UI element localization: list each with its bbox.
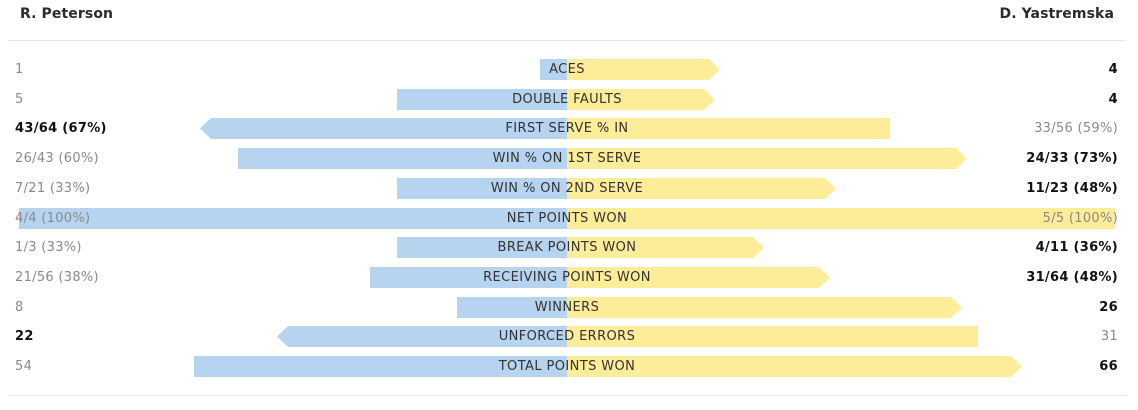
stat-row: FIRST SERVE % IN 43/64 (67%) 33/56 (59%): [0, 117, 1138, 139]
left-player-bar: [397, 178, 567, 199]
right-player-bar: [567, 148, 967, 169]
right-player-bar: [567, 326, 978, 347]
stat-label: WIN % ON 1ST SERVE: [492, 151, 642, 166]
stat-row: NET POINTS WON 4/4 (100%) 5/5 (100%): [0, 207, 1138, 229]
stat-label: WINNERS: [534, 300, 600, 315]
stat-label: DOUBLE FAULTS: [512, 92, 622, 107]
right-stat-value: 4: [1108, 92, 1118, 107]
stat-row: WINNERS 8 26: [0, 296, 1138, 318]
right-player-bar: [567, 208, 1115, 229]
right-stat-value: 26: [1099, 300, 1118, 315]
stat-label: FIRST SERVE % IN: [505, 121, 629, 136]
bottom-divider: [8, 395, 1126, 396]
stat-label: BREAK POINTS WON: [497, 240, 637, 255]
left-stat-value: 8: [15, 300, 24, 315]
right-stat-value: 31/64 (48%): [1026, 270, 1118, 285]
stat-row: WIN % ON 2ND SERVE 7/21 (33%) 11/23 (48%): [0, 177, 1138, 199]
right-player-bar: [567, 59, 720, 80]
right-stat-value: 4: [1108, 62, 1118, 77]
left-player-bar: [370, 267, 567, 288]
left-stat-value: 4/4 (100%): [15, 211, 91, 226]
left-player-bar: [457, 297, 567, 318]
left-stat-value: 22: [15, 329, 34, 344]
top-divider: [8, 40, 1126, 41]
right-player-bar: [567, 267, 830, 288]
stat-label: UNFORCED ERRORS: [498, 329, 636, 344]
right-player-bar: [567, 237, 764, 258]
stat-label: ACES: [549, 62, 585, 77]
stat-row: BREAK POINTS WON 1/3 (33%) 4/11 (36%): [0, 236, 1138, 258]
right-player-bar: [567, 356, 1022, 377]
left-stat-value: 5: [15, 92, 24, 107]
left-player-bar: [397, 89, 567, 110]
player-right-name: D. Yastremska: [999, 6, 1114, 22]
right-player-bar: [567, 118, 890, 139]
left-stat-value: 21/56 (38%): [15, 270, 99, 285]
stat-label: WIN % ON 2ND SERVE: [490, 181, 644, 196]
right-player-bar: [567, 178, 836, 199]
right-stat-value: 31: [1100, 329, 1118, 344]
right-stat-value: 66: [1099, 359, 1118, 374]
left-stat-value: 54: [15, 359, 33, 374]
stat-row: TOTAL POINTS WON 54 66: [0, 355, 1138, 377]
left-stat-value: 26/43 (60%): [15, 151, 99, 166]
left-player-bar: [277, 326, 567, 347]
right-stat-value: 5/5 (100%): [1042, 211, 1118, 226]
stat-label: TOTAL POINTS WON: [498, 359, 636, 374]
left-player-bar: [238, 148, 567, 169]
right-player-bar: [567, 89, 715, 110]
stat-row: RECEIVING POINTS WON 21/56 (38%) 31/64 (48…: [0, 266, 1138, 288]
stat-label: RECEIVING POINTS WON: [483, 270, 651, 285]
left-player-bar: [194, 356, 567, 377]
left-stat-value: 1: [15, 62, 24, 77]
right-stat-value: 11/23 (48%): [1026, 181, 1118, 196]
stat-row: DOUBLE FAULTS 5 4: [0, 88, 1138, 110]
left-player-bar: [19, 208, 567, 229]
left-stat-value: 1/3 (33%): [15, 240, 82, 255]
left-player-bar: [397, 237, 567, 258]
left-player-bar: [200, 118, 567, 139]
right-player-bar: [567, 297, 962, 318]
right-stat-value: 24/33 (73%): [1026, 151, 1118, 166]
left-stat-value: 7/21 (33%): [15, 181, 91, 196]
stat-row: ACES 1 4: [0, 58, 1138, 80]
right-stat-value: 33/56 (59%): [1034, 121, 1118, 136]
stat-label: NET POINTS WON: [506, 211, 628, 226]
stat-row: UNFORCED ERRORS 22 31: [0, 325, 1138, 347]
stat-row: WIN % ON 1ST SERVE 26/43 (60%) 24/33 (73%): [0, 147, 1138, 169]
right-stat-value: 4/11 (36%): [1035, 240, 1118, 255]
player-left-name: R. Peterson: [20, 6, 114, 22]
left-stat-value: 43/64 (67%): [15, 121, 107, 136]
left-player-bar: [540, 59, 567, 80]
